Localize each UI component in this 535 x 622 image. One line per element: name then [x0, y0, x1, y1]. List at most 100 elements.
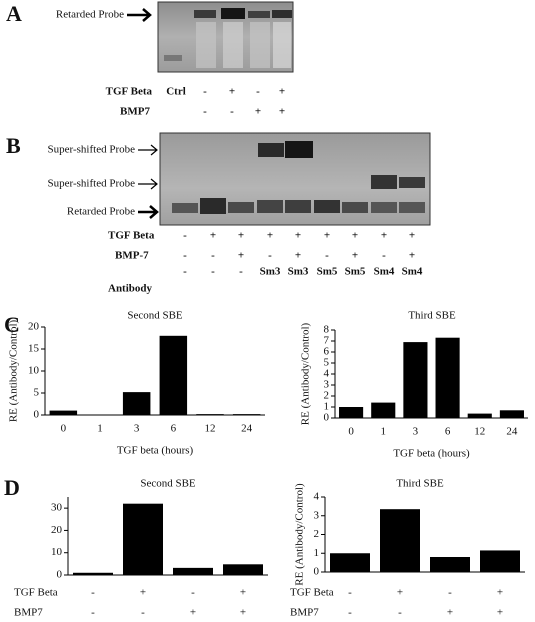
- chart-title: Second SBE: [140, 478, 196, 490]
- x-tick-label: 0: [61, 423, 67, 435]
- cell: +: [381, 230, 387, 242]
- y-tick-label: 3: [324, 379, 330, 391]
- gel-label: Retarded Probe: [56, 9, 124, 21]
- cell: +: [238, 230, 244, 242]
- cell: Ctrl: [166, 86, 186, 98]
- cell: Sm5: [345, 266, 366, 278]
- cell: -: [211, 266, 215, 278]
- gel-b: [159, 132, 431, 226]
- cell: +: [409, 250, 415, 262]
- bar: [223, 564, 263, 575]
- bar: [196, 414, 224, 415]
- bar: [371, 402, 396, 418]
- cell: -: [183, 266, 187, 278]
- bar: [49, 410, 78, 415]
- cell: -: [256, 86, 260, 98]
- panel-label: D: [4, 475, 20, 500]
- cell: Sm4: [374, 266, 395, 278]
- cell: -: [183, 250, 187, 262]
- gel-label: Super-shifted Probe: [48, 144, 136, 156]
- row-label: TGF Beta: [106, 86, 153, 98]
- y-tick-label: 7: [324, 335, 330, 347]
- y-axis-label: RE (Antibody/Control): [8, 319, 20, 422]
- panel-label: A: [6, 1, 22, 26]
- x-tick-label: 3: [413, 426, 419, 438]
- y-axis-label: RE (Antibody/Control): [294, 483, 306, 586]
- cell: +: [140, 587, 146, 599]
- cell: +: [295, 230, 301, 242]
- cell: -: [203, 106, 207, 118]
- cell: +: [409, 230, 415, 242]
- x-axis-label: TGF beta (hours): [117, 445, 194, 457]
- cell: -: [191, 587, 195, 599]
- cell: +: [497, 587, 503, 599]
- bar: [435, 337, 460, 418]
- chart-title: Third SBE: [408, 310, 456, 322]
- cell: +: [324, 230, 330, 242]
- bar: [122, 392, 151, 415]
- cell: +: [240, 607, 246, 619]
- row-label: TGF Beta: [108, 230, 155, 242]
- arrow: [138, 178, 158, 190]
- cell: Sm3: [260, 266, 281, 278]
- cell: Sm3: [288, 266, 309, 278]
- cell: -: [203, 86, 207, 98]
- x-tick-label: 12: [205, 423, 216, 435]
- cell: -: [398, 607, 402, 619]
- gel-label: Retarded Probe: [67, 206, 135, 218]
- y-tick-label: 8: [324, 324, 330, 336]
- cell: +: [267, 230, 273, 242]
- cell: Sm4: [402, 266, 423, 278]
- y-tick-label: 5: [34, 387, 40, 399]
- bar: [123, 503, 163, 575]
- cell: +: [279, 86, 285, 98]
- y-tick-label: 0: [57, 569, 63, 581]
- y-tick-label: 5: [324, 357, 330, 369]
- cell: +: [295, 250, 301, 262]
- row-label: BMP7: [14, 607, 43, 619]
- arrow: [127, 8, 152, 22]
- cell: -: [183, 230, 187, 242]
- cell: -: [91, 587, 95, 599]
- panel-label: C: [4, 312, 20, 337]
- cell: -: [325, 250, 329, 262]
- bar: [73, 572, 113, 575]
- bar: [467, 413, 492, 418]
- cell: -: [239, 266, 243, 278]
- bar: [380, 509, 420, 572]
- arrow: [138, 205, 159, 219]
- y-tick-label: 2: [324, 390, 330, 402]
- cell: +: [279, 106, 285, 118]
- cell: -: [348, 587, 352, 599]
- cell: +: [238, 250, 244, 262]
- cell: -: [268, 250, 272, 262]
- row-label: BMP-7: [115, 250, 149, 262]
- bar: [480, 550, 520, 572]
- cell: -: [448, 587, 452, 599]
- cell: -: [141, 607, 145, 619]
- chart-title: Second SBE: [127, 310, 183, 322]
- cell: +: [190, 607, 196, 619]
- cell: +: [352, 250, 358, 262]
- x-tick-label: 24: [506, 426, 518, 438]
- row-label: TGF Beta: [14, 587, 58, 599]
- cell: +: [447, 607, 453, 619]
- panel-label: B: [6, 133, 21, 158]
- chart-title: Third SBE: [396, 478, 444, 490]
- x-tick-label: 0: [348, 426, 354, 438]
- y-tick-label: 10: [51, 546, 63, 558]
- cell: -: [230, 106, 234, 118]
- gel-label: Super-shifted Probe: [48, 178, 136, 190]
- cell: -: [348, 607, 352, 619]
- bar: [159, 335, 188, 415]
- cell: +: [210, 230, 216, 242]
- y-tick-label: 0: [314, 566, 320, 578]
- arrow: [138, 144, 158, 156]
- x-tick-label: 1: [381, 426, 387, 438]
- y-tick-label: 0: [324, 412, 330, 424]
- bar: [232, 414, 261, 415]
- cell: +: [397, 587, 403, 599]
- bar: [173, 567, 213, 575]
- y-tick-label: 30: [51, 502, 63, 514]
